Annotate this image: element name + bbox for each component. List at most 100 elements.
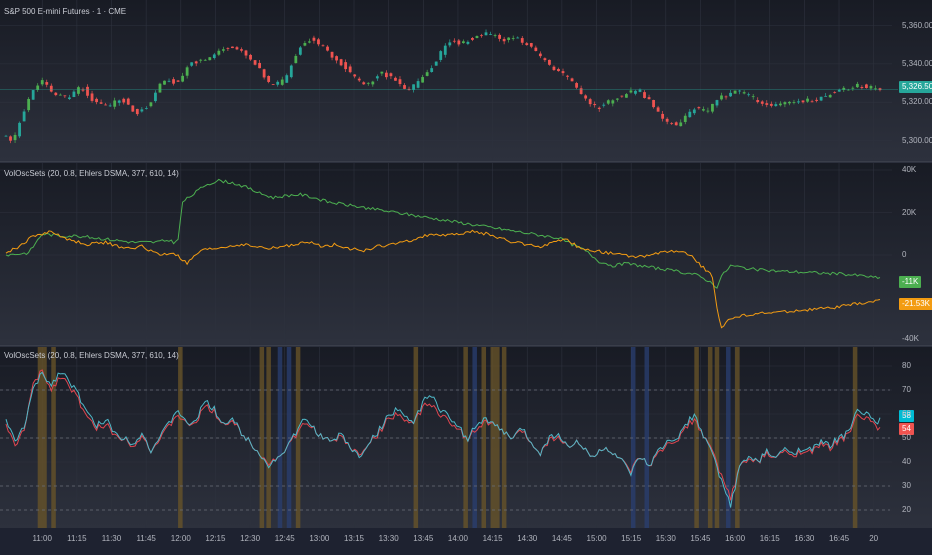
orange-highlight-band: [413, 347, 419, 528]
candle-body: [588, 99, 592, 105]
candle-body: [240, 49, 243, 51]
candle-body: [58, 94, 62, 96]
time-tick-label: 11:15: [67, 534, 87, 543]
candle-body: [298, 47, 302, 55]
candle-body: [434, 61, 438, 66]
candle-body: [557, 69, 560, 72]
y-tick-label: 30: [902, 481, 911, 490]
candle-body: [285, 75, 289, 83]
candle-body: [575, 83, 578, 88]
candle-body: [606, 100, 610, 104]
time-tick-label: 12:00: [170, 534, 191, 543]
orange-highlight-band: [501, 347, 507, 528]
candle-body: [131, 105, 135, 112]
time-tick-label: 13:15: [343, 534, 365, 543]
candle-body: [701, 109, 705, 111]
candle-body: [874, 88, 877, 90]
candle-body: [679, 122, 683, 127]
candle-body: [742, 92, 746, 94]
candle-body: [262, 69, 266, 78]
blue-highlight-band: [472, 347, 477, 528]
candle-body: [534, 47, 538, 51]
time-tick-label: 16:30: [794, 534, 815, 543]
candle-body: [774, 104, 778, 107]
candle-body: [697, 107, 701, 109]
green-series-line: [5, 178, 881, 289]
candle-body: [4, 135, 8, 137]
candle-body: [104, 104, 108, 106]
candle-body: [751, 96, 755, 98]
candle-body: [824, 95, 828, 97]
candle-body: [353, 74, 357, 77]
candle-body: [407, 88, 411, 90]
candle-body: [158, 83, 162, 93]
candle-body: [833, 92, 837, 94]
candle-body: [330, 51, 334, 58]
time-tick-label: 13:00: [309, 534, 330, 543]
orange-series-line: [5, 229, 881, 329]
candle-body: [221, 49, 225, 51]
candle-body: [783, 102, 787, 105]
candle-body: [389, 73, 393, 77]
price-pane-title: S&P 500 E-mini Futures · 1 · CME: [4, 7, 127, 16]
candle-body: [552, 66, 556, 70]
candle-body: [865, 84, 868, 89]
candle-body: [837, 89, 841, 92]
y-tick-label: 50: [902, 433, 911, 442]
y-tick-label: 5,340.00: [902, 58, 932, 68]
candle-body: [321, 45, 325, 47]
candle-body: [108, 105, 112, 107]
candle-body: [371, 81, 375, 85]
candle-body: [493, 35, 497, 37]
candle-body: [90, 93, 94, 101]
pane-background-0: [0, 0, 932, 160]
y-tick-label: 80: [902, 361, 911, 370]
candle-body: [412, 84, 415, 90]
candle-body: [439, 51, 443, 60]
candle-body: [235, 47, 239, 50]
orange-highlight-band: [259, 347, 265, 528]
orange-highlight-band: [266, 347, 271, 528]
y-tick-label: -40K: [902, 334, 919, 343]
candle-body: [738, 90, 742, 92]
candle-body: [760, 101, 764, 104]
candle-body: [194, 61, 198, 64]
candle-body: [126, 98, 130, 105]
time-tick-label: 11:30: [101, 534, 122, 543]
candle-body: [36, 85, 40, 90]
time-tick-label: 16:15: [759, 534, 780, 543]
y-tick-label: 5,360.00: [902, 20, 932, 30]
time-tick-label: 11:00: [32, 534, 52, 543]
candle-body: [715, 100, 719, 106]
candle-body: [457, 40, 461, 45]
time-tick-label: 15:15: [621, 534, 642, 543]
candle-body: [570, 78, 574, 82]
y-tick-label: 40K: [902, 165, 917, 174]
candle-body: [466, 41, 470, 44]
candle-body: [801, 100, 805, 103]
candle-body: [140, 109, 144, 112]
y-tick-label: 5,300.00: [902, 135, 932, 145]
time-tick-label: 15:30: [655, 534, 676, 543]
candle-body: [765, 103, 769, 105]
candle-body: [724, 96, 728, 98]
candle-body: [665, 118, 669, 122]
time-tick-label: 12:45: [274, 534, 295, 543]
candle-body: [95, 98, 98, 103]
time-tick-label: 16:45: [829, 534, 850, 543]
y-tick-label: 20K: [902, 207, 917, 217]
candle-body: [443, 45, 447, 55]
candle-body: [380, 71, 384, 74]
time-tick-label: 15:00: [586, 534, 607, 543]
candle-body: [792, 102, 796, 103]
candle-body: [561, 71, 565, 74]
candle-body: [271, 84, 275, 85]
candle-body: [317, 39, 320, 45]
candle-body: [430, 68, 434, 73]
candle-body: [398, 79, 402, 84]
candle-body: [244, 50, 248, 56]
candle-body: [167, 80, 171, 82]
candle-body: [54, 92, 58, 96]
